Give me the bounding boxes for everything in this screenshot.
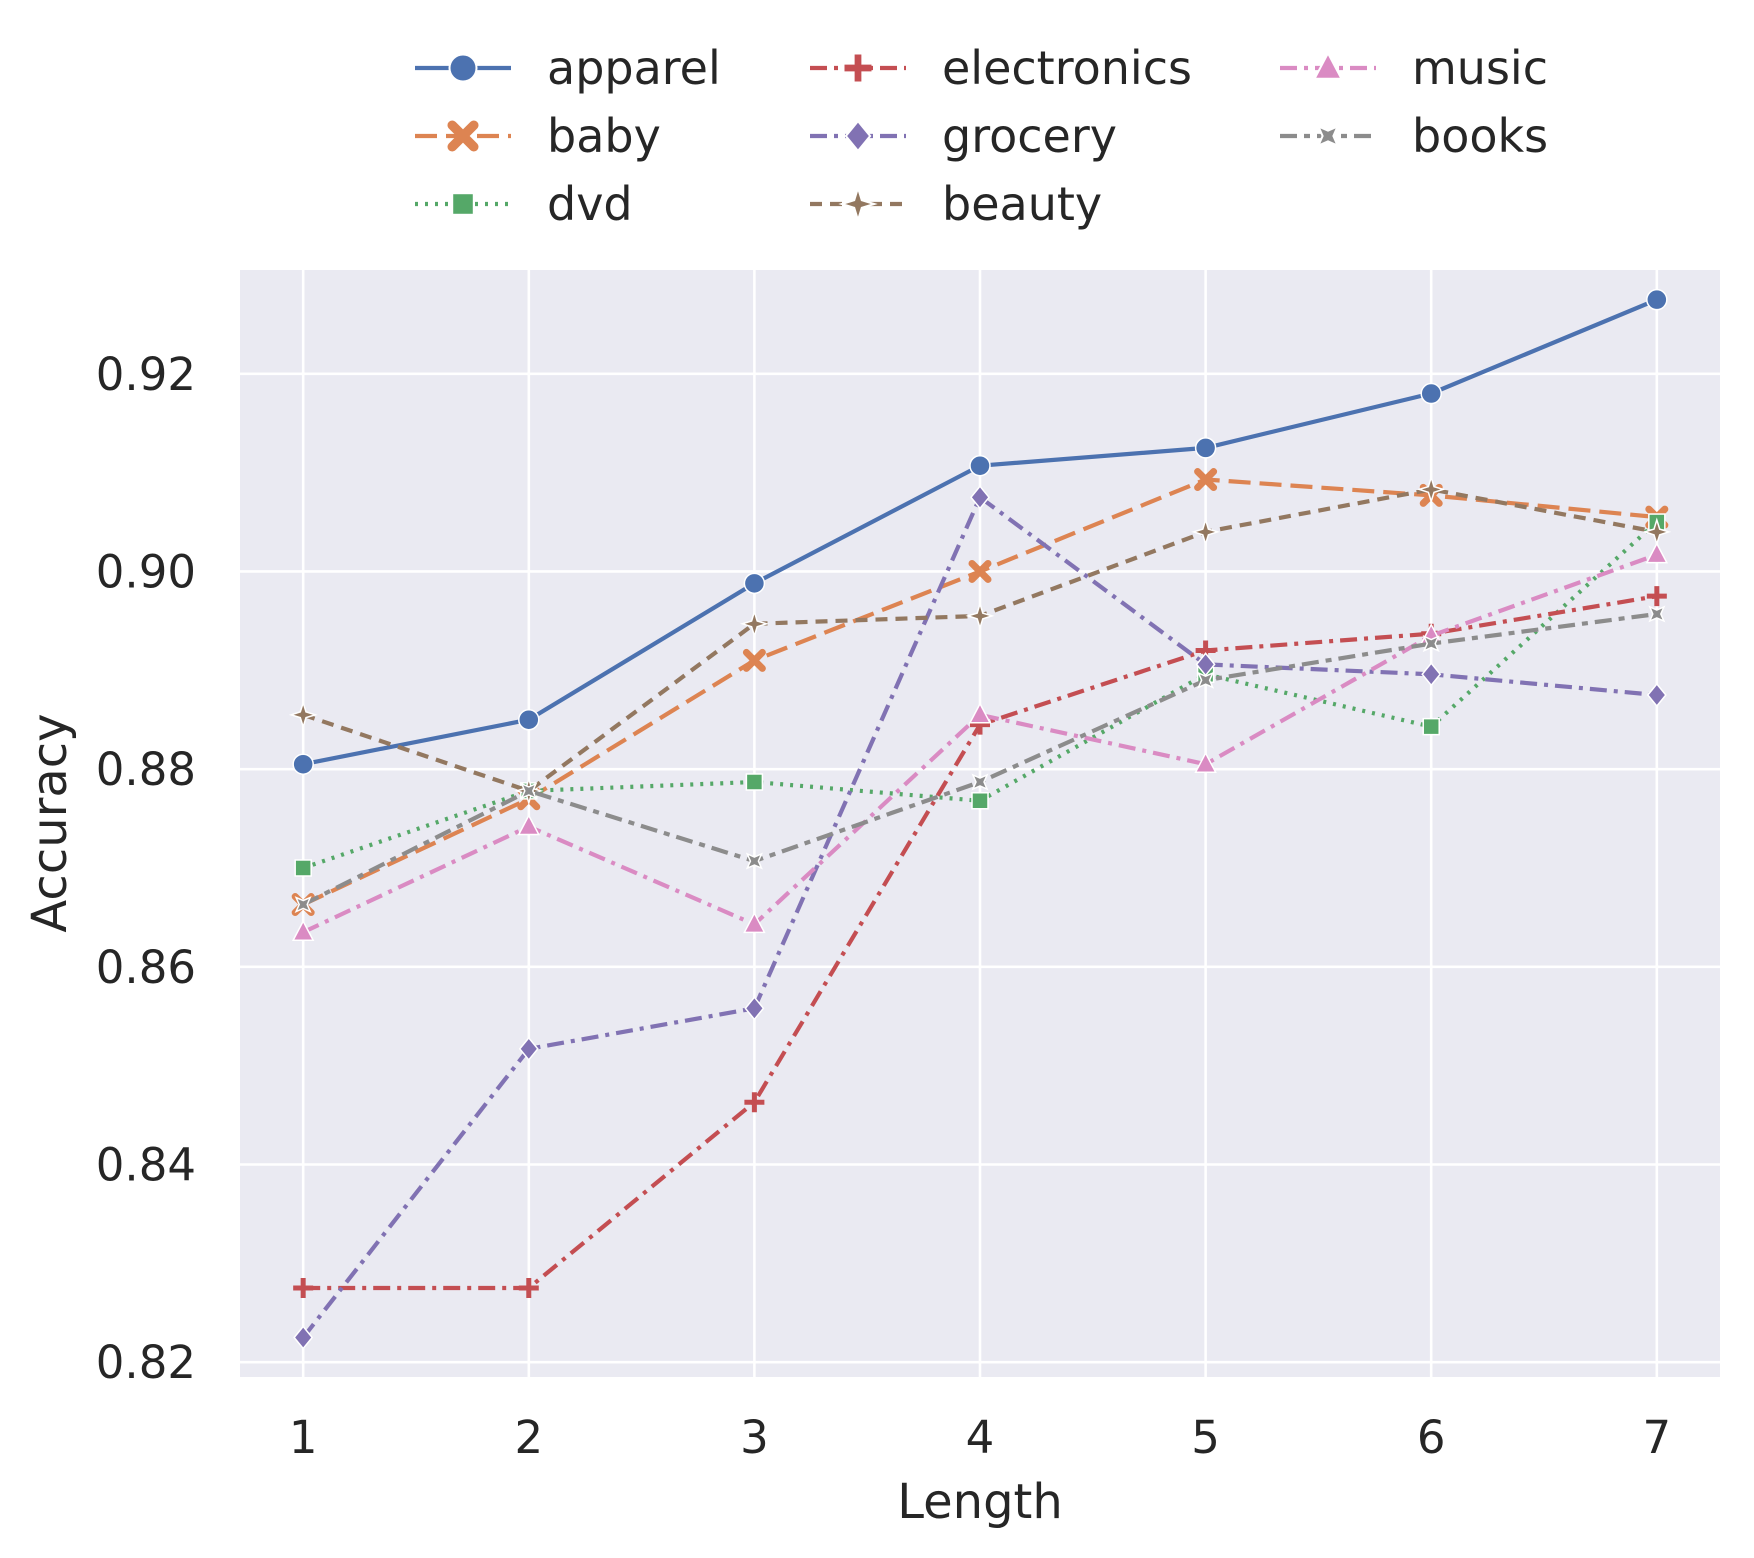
data-point-marker <box>293 1325 314 1350</box>
data-point-marker <box>288 700 318 730</box>
x-tick-label: 2 <box>514 1411 543 1464</box>
legend-label: dvd <box>547 177 633 231</box>
data-point-marker <box>744 1092 765 1113</box>
data-point-marker <box>1194 437 1217 459</box>
legend-marker <box>844 119 872 153</box>
data-point-marker <box>1421 662 1442 687</box>
y-axis-label: Accuracy <box>22 713 78 932</box>
data-point-marker <box>1422 635 1440 653</box>
legend-marker <box>447 120 479 152</box>
data-point-marker <box>745 773 764 791</box>
legend-item-electronics: electronics <box>810 41 1192 95</box>
data-point-marker <box>1422 717 1440 736</box>
legend-item-dvd: dvd <box>415 177 633 231</box>
x-tick-label: 5 <box>1191 1411 1220 1464</box>
y-tick-label: 0.88 <box>96 743 196 796</box>
data-point-marker <box>1646 288 1668 311</box>
data-point-marker <box>292 753 314 775</box>
x-tick-label: 7 <box>1643 1411 1672 1464</box>
data-point-marker <box>518 708 540 731</box>
series-apparel <box>292 288 1668 775</box>
x-tick-label: 1 <box>289 1411 318 1464</box>
legend-marker <box>844 54 872 82</box>
legend-marker <box>1316 124 1340 148</box>
data-point-marker <box>294 896 312 914</box>
y-tick-label: 0.84 <box>96 1138 196 1191</box>
x-axis-label: Length <box>897 1474 1063 1530</box>
y-tick-label: 0.90 <box>96 545 196 598</box>
tick-labels: 1 2 3 4 5 6 7 0.82 0.84 0.86 0.88 0.90 0.92 <box>96 348 1671 1464</box>
data-point-marker <box>517 813 541 836</box>
series-beauty <box>288 474 1672 806</box>
data-point-marker <box>1646 586 1667 607</box>
data-point-marker <box>1645 542 1669 564</box>
data-point-marker <box>968 559 992 583</box>
legend-item-books: books <box>1280 109 1548 163</box>
legend-marker <box>838 184 878 224</box>
y-tick-label: 0.92 <box>96 348 196 401</box>
data-point-marker <box>1420 382 1442 405</box>
data-point-marker <box>1197 671 1215 689</box>
data-point-marker <box>1195 652 1216 677</box>
legend-item-apparel: apparel <box>415 41 721 95</box>
data-point-marker <box>518 1278 539 1299</box>
series-books <box>294 605 1666 914</box>
data-point-marker <box>970 485 990 510</box>
data-point-marker <box>1194 468 1218 492</box>
data-point-marker <box>294 859 312 877</box>
legend-label: baby <box>547 109 661 163</box>
legend-item-grocery: grocery <box>810 109 1117 163</box>
data-point-marker <box>968 702 992 724</box>
legend-item-beauty: beauty <box>810 177 1102 231</box>
data-point-marker <box>1648 605 1666 623</box>
data-point-marker <box>1416 474 1446 504</box>
legend-label: electronics <box>942 41 1192 95</box>
data-point-marker <box>520 782 538 800</box>
legend-label: music <box>1412 41 1548 95</box>
y-tick-label: 0.82 <box>96 1336 196 1389</box>
legend-label: apparel <box>547 41 721 95</box>
legend-item-baby: baby <box>415 109 661 163</box>
data-point-marker <box>745 852 763 870</box>
legend-marker <box>451 192 475 216</box>
x-tick-label: 6 <box>1417 1411 1446 1464</box>
data-point-marker <box>742 648 766 672</box>
data-point-marker <box>1191 517 1221 547</box>
data-point-marker <box>518 1036 539 1062</box>
data-point-marker <box>965 601 995 631</box>
data-point-marker <box>1646 682 1667 708</box>
x-tick-label: 4 <box>966 1411 995 1464</box>
data-point-marker <box>1194 751 1217 773</box>
data-point-marker <box>744 996 765 1021</box>
data-point-marker <box>971 773 989 791</box>
data-point-marker <box>971 792 989 810</box>
data-point-marker <box>293 1278 314 1299</box>
data-point-marker <box>739 609 769 639</box>
legend: apparel baby dvd electronics grocery beauty mu… <box>415 41 1548 231</box>
data-point-marker <box>743 572 766 595</box>
data-point-marker <box>743 911 766 934</box>
data-point-marker <box>291 919 315 941</box>
data-point-marker <box>969 454 991 477</box>
legend-marker <box>448 53 478 83</box>
x-tick-label: 3 <box>740 1411 769 1464</box>
legend-label: books <box>1412 109 1548 163</box>
legend-label: grocery <box>942 109 1117 163</box>
legend-item-music: music <box>1280 41 1548 95</box>
series-grocery <box>293 485 1667 1350</box>
legend-label: beauty <box>942 177 1102 231</box>
y-tick-label: 0.86 <box>96 941 196 994</box>
series-electronics <box>293 586 1667 1299</box>
series-lines <box>288 288 1672 1350</box>
legend-marker <box>1312 50 1344 80</box>
